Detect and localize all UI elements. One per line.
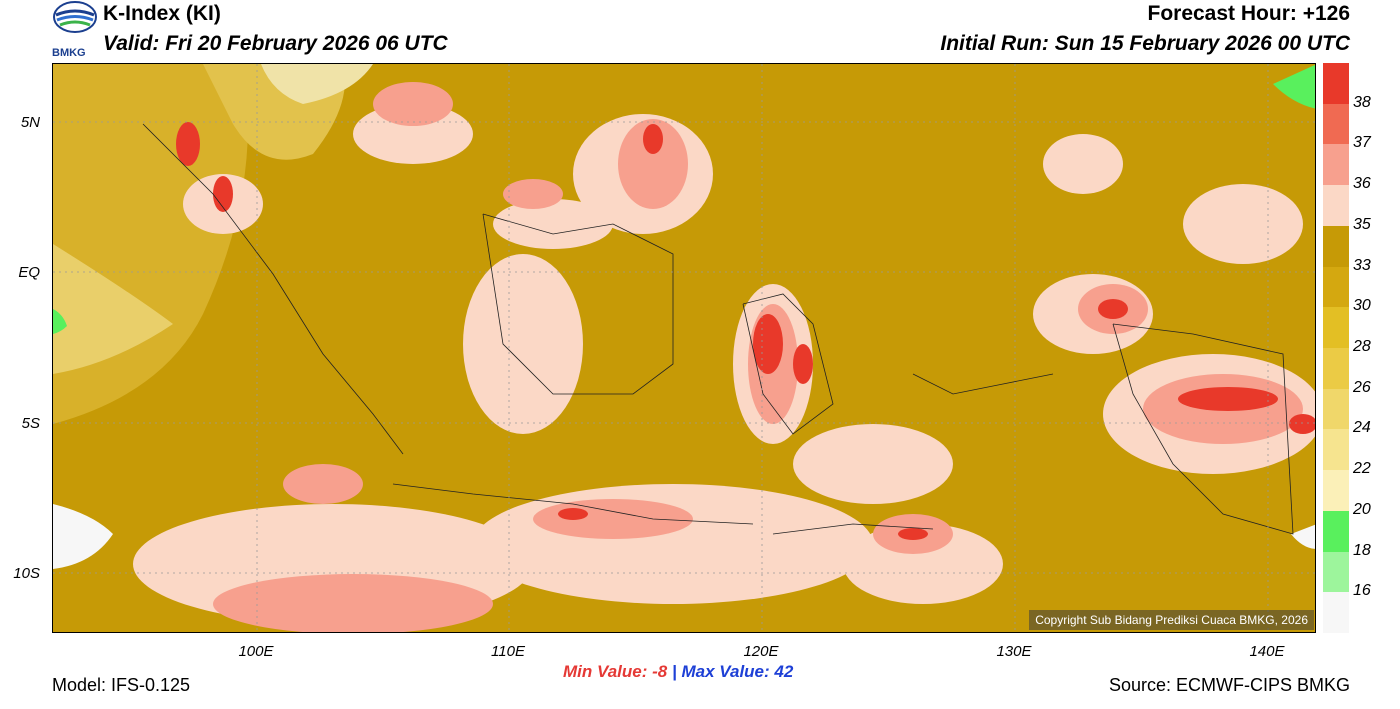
colorbar-segment [1323,470,1349,512]
colorbar-label: 20 [1353,500,1371,518]
colorbar-segment [1323,348,1349,390]
source-label: Source: ECMWF-CIPS BMKG [1108,675,1350,695]
copyright-notice: Copyright Sub Bidang Prediksi Cuaca BMKG… [1029,610,1314,630]
colorbar-segment [1323,388,1349,430]
colorbar-segment [1323,266,1349,308]
y-tick-10s: 10S [13,565,40,582]
max-value: 42 [774,662,794,681]
colorbar-segment [1323,551,1349,593]
model-label: Model: IFS-0.125 [52,675,191,695]
colorbar-label: 33 [1353,256,1371,274]
colorbar-label: 28 [1353,338,1371,355]
colorbar [1323,63,1349,634]
x-tick-120e: 120E [743,643,779,660]
colorbar-segment [1323,225,1349,268]
min-label: Min Value: [563,662,648,681]
x-tick-130e: 130E [996,643,1032,660]
min-max-values: Min Value: -8 | Max Value: 42 [563,662,793,682]
colorbar-label: 37 [1353,134,1371,152]
forecast-hour: Forecast Hour: +126 [1147,2,1351,25]
colorbar-segment [1323,307,1349,349]
min-value: -8 [652,662,668,681]
y-tick-5s: 5S [21,415,40,432]
separator: | [671,662,677,681]
x-tick-140e: 140E [1249,643,1285,660]
colorbar-label: 24 [1353,419,1371,437]
x-tick-100e: 100E [238,643,274,660]
initial-run: Initial Run: Sun 15 February 2026 00 UTC [940,32,1350,55]
colorbar-segment [1323,510,1349,553]
colorbar-segment [1323,63,1349,105]
colorbar-label: 26 [1353,378,1371,396]
colorbar-label: 18 [1353,541,1371,559]
colorbar-segment [1323,103,1349,145]
valid-time: Valid: Fri 20 February 2026 06 UTC [103,32,448,55]
chart-title: K-Index (KI) [103,2,221,25]
colorbar-label: 36 [1353,175,1371,193]
colorbar-segment [1323,592,1349,634]
colorbar-label: 30 [1353,297,1371,315]
logo-text: BMKG [52,47,86,59]
x-tick-110e: 110E [491,643,525,660]
y-tick-eq: EQ [18,264,40,281]
ki-map [52,63,1316,633]
colorbar-label: 35 [1353,215,1371,233]
colorbar-label: 38 [1353,93,1371,111]
colorbar-segment [1323,429,1349,471]
colorbar-segment [1323,185,1349,227]
y-tick-5n: 5N [20,114,40,131]
colorbar-segment [1323,144,1349,186]
colorbar-label: 22 [1353,460,1371,478]
bmkg-logo [52,1,98,61]
max-label: Max Value: [681,662,770,681]
colorbar-label: 16 [1353,582,1371,600]
